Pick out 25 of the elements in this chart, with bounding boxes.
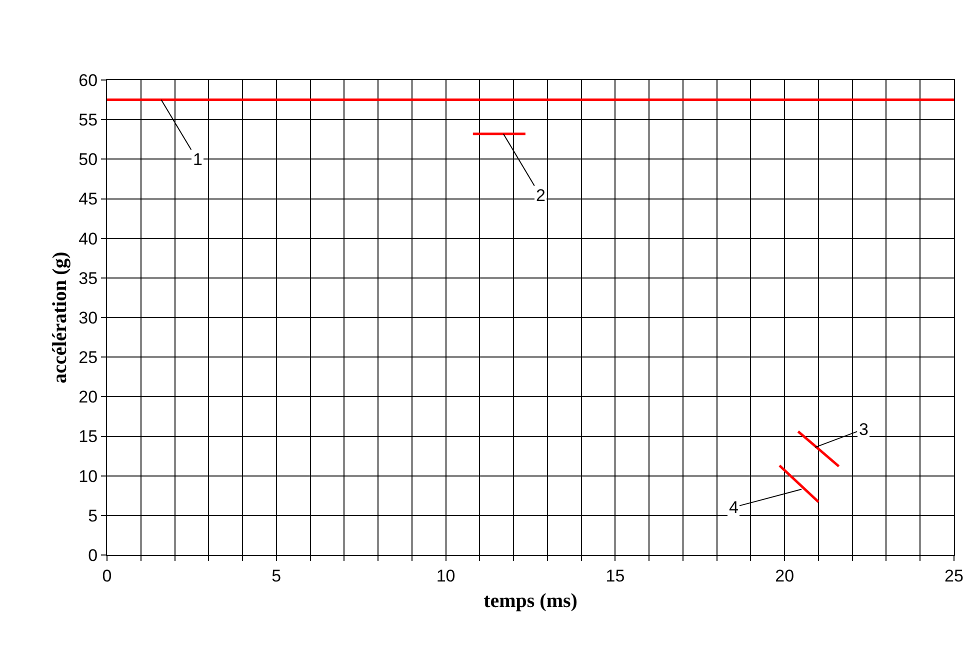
x-tick-label: 10 [436,566,456,586]
annotation: 1 [193,150,202,169]
y-tick-label: 20 [78,388,98,407]
x-tick-label: 15 [606,566,625,586]
y-tick-label: 50 [78,150,98,170]
y-tick-label: 25 [78,348,98,368]
y-tick-label: 10 [78,466,98,486]
x-axis-title: temps (ms) [484,590,578,612]
x-tick-label: 5 [272,566,282,586]
annotation: 2 [536,186,546,205]
y-tick-label: 0 [88,546,98,565]
y-tick-label: 60 [78,70,98,90]
y-axis-title: accélération (g) [49,252,72,384]
y-tick-label: 15 [78,427,98,446]
y-tick-label: 55 [78,110,98,130]
y-tick-label: 40 [78,229,98,248]
annotation: 4 [729,498,738,517]
annotation: 3 [859,420,868,439]
y-tick-label: 30 [78,308,98,328]
x-tick-label: 0 [102,566,112,586]
y-tick-label: 5 [88,506,98,526]
y-tick-label: 35 [78,268,98,288]
x-tick-label: 20 [775,566,794,586]
x-tick-label: 25 [944,566,964,586]
y-tick-label: 45 [78,190,98,209]
